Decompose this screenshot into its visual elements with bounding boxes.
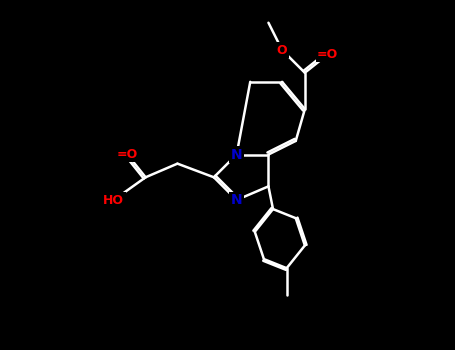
Text: N: N <box>231 148 243 162</box>
Text: =O: =O <box>117 148 138 161</box>
Text: =O: =O <box>317 48 338 61</box>
Text: N: N <box>231 193 243 207</box>
Text: HO: HO <box>103 194 124 206</box>
Text: O: O <box>277 43 288 56</box>
